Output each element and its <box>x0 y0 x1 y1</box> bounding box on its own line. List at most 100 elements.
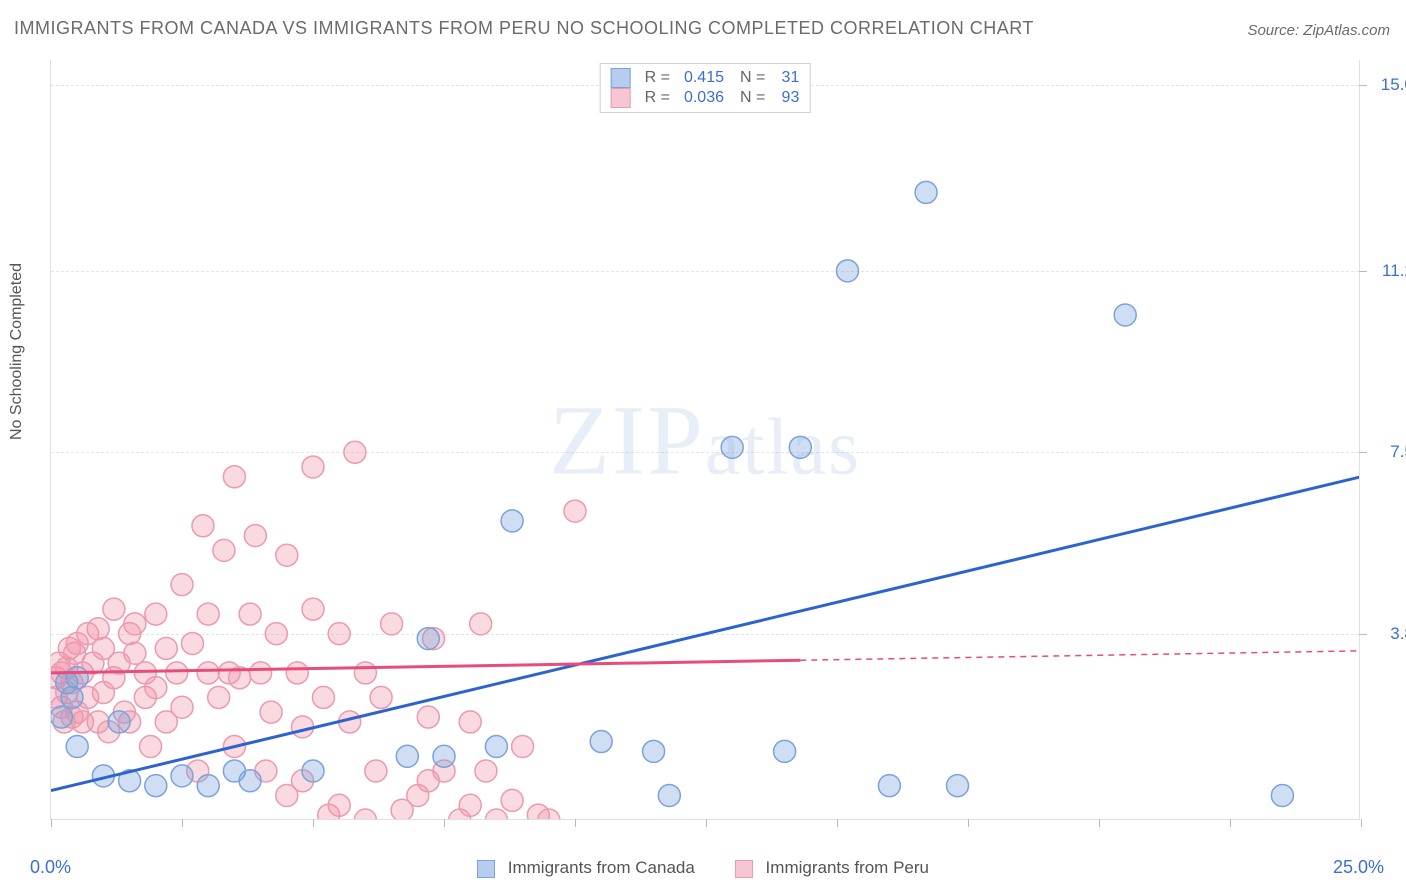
r-value: 0.036 <box>674 89 724 107</box>
trend-line <box>51 477 1359 791</box>
scatter-point <box>459 794 481 816</box>
scatter-point <box>501 510 523 532</box>
n-value: 93 <box>769 89 799 107</box>
scatter-point <box>171 765 193 787</box>
scatter-point <box>302 760 324 782</box>
scatter-point <box>302 598 324 620</box>
scatter-point <box>658 784 680 806</box>
y-tick-label: 7.5% <box>1369 442 1406 462</box>
scatter-point <box>459 711 481 733</box>
scatter-point <box>140 735 162 757</box>
x-tick <box>182 819 183 827</box>
scatter-point <box>66 667 88 689</box>
scatter-point <box>721 436 743 458</box>
scatter-point <box>396 745 418 767</box>
x-axis-max-label: 25.0% <box>1333 857 1384 878</box>
scatter-point <box>197 603 219 625</box>
x-tick <box>968 819 969 827</box>
trend-line-dashed <box>800 651 1359 660</box>
scatter-point <box>51 706 72 728</box>
scatter-point <box>354 809 376 819</box>
scatter-point <box>485 735 507 757</box>
x-tick <box>313 819 314 827</box>
scatter-point <box>947 775 969 797</box>
scatter-point <box>61 686 83 708</box>
swatch-icon <box>611 68 631 88</box>
y-tick <box>1359 452 1367 453</box>
scatter-point <box>108 711 130 733</box>
scatter-point <box>265 623 287 645</box>
scatter-point <box>250 662 272 684</box>
n-value: 31 <box>769 69 799 87</box>
swatch-icon <box>477 860 495 878</box>
scatter-point <box>564 500 586 522</box>
scatter-point <box>501 789 523 811</box>
scatter-point <box>774 740 796 762</box>
y-tick-label: 3.8% <box>1369 624 1406 644</box>
scatter-point <box>365 760 387 782</box>
trend-line <box>51 660 800 673</box>
x-tick <box>1361 819 1362 827</box>
scatter-point <box>915 181 937 203</box>
scatter-point <box>312 686 334 708</box>
n-label: N = <box>740 69 765 87</box>
scatter-point <box>470 613 492 635</box>
scatter-point <box>1271 784 1293 806</box>
scatter-point <box>878 775 900 797</box>
legend-item-canada: Immigrants from Canada <box>477 858 695 878</box>
y-tick <box>1359 271 1367 272</box>
scatter-point <box>370 686 392 708</box>
scatter-point <box>66 735 88 757</box>
correlation-chart: IMMIGRANTS FROM CANADA VS IMMIGRANTS FRO… <box>0 0 1406 892</box>
scatter-point <box>260 701 282 723</box>
scatter-point <box>244 525 266 547</box>
legend-label: Immigrants from Peru <box>766 858 929 877</box>
legend-item-peru: Immigrants from Peru <box>735 858 929 878</box>
scatter-point <box>381 613 403 635</box>
scatter-point <box>328 623 350 645</box>
x-tick <box>575 819 576 827</box>
chart-title: IMMIGRANTS FROM CANADA VS IMMIGRANTS FRO… <box>14 18 1034 39</box>
source-attribution: Source: ZipAtlas.com <box>1247 22 1390 39</box>
scatter-point <box>145 775 167 797</box>
y-tick <box>1359 634 1367 635</box>
scatter-point <box>1114 304 1136 326</box>
scatter-point <box>87 618 109 640</box>
scatter-point <box>103 598 125 620</box>
scatter-point <box>171 696 193 718</box>
x-tick <box>837 819 838 827</box>
stats-legend: R = 0.415 N = 31 R = 0.036 N = 93 <box>600 63 811 113</box>
scatter-svg <box>51 60 1359 819</box>
scatter-point <box>643 740 665 762</box>
scatter-point <box>276 544 298 566</box>
scatter-point <box>197 662 219 684</box>
scatter-point <box>208 686 230 708</box>
scatter-point <box>292 716 314 738</box>
r-label: R = <box>645 89 670 107</box>
scatter-point <box>166 662 188 684</box>
plot-area: ZIPatlas R = 0.415 N = 31 R = 0.036 N = … <box>50 60 1360 820</box>
scatter-point <box>192 515 214 537</box>
scatter-point <box>223 466 245 488</box>
scatter-point <box>239 603 261 625</box>
scatter-point <box>155 637 177 659</box>
scatter-point <box>181 632 203 654</box>
scatter-point <box>302 456 324 478</box>
x-tick <box>1230 819 1231 827</box>
x-tick <box>706 819 707 827</box>
scatter-point <box>213 539 235 561</box>
scatter-point <box>433 745 455 767</box>
scatter-point <box>344 441 366 463</box>
scatter-point <box>417 770 439 792</box>
y-tick-label: 15.0% <box>1369 75 1406 95</box>
scatter-point <box>590 731 612 753</box>
scatter-point <box>417 628 439 650</box>
scatter-point <box>124 613 146 635</box>
scatter-point <box>485 809 507 819</box>
stats-legend-row-peru: R = 0.036 N = 93 <box>611 88 800 108</box>
scatter-point <box>145 677 167 699</box>
y-axis-label: No Schooling Completed <box>8 263 26 440</box>
x-tick <box>51 819 52 827</box>
x-tick <box>1099 819 1100 827</box>
scatter-point <box>417 706 439 728</box>
